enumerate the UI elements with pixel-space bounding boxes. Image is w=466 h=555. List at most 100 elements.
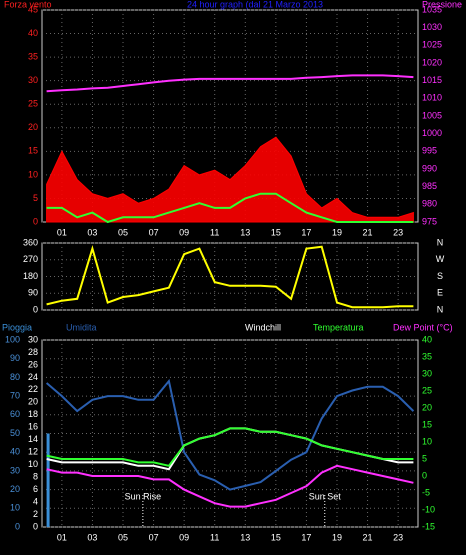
y2-tick-label: 985 xyxy=(422,181,437,191)
x-tick-label: 09 xyxy=(179,532,189,542)
y2-tick-label: N xyxy=(437,304,444,314)
x-tick-label: 19 xyxy=(332,532,342,542)
y-tick-label: 10 xyxy=(10,503,20,513)
y2-tick-label: 30 xyxy=(422,368,432,378)
y-tick-label: 0 xyxy=(15,521,20,531)
x-tick-label: 07 xyxy=(149,532,159,542)
y3-tick-label: 28 xyxy=(28,347,38,357)
line xyxy=(46,427,414,467)
y-tick-label: 80 xyxy=(10,372,20,382)
x-tick-label: 03 xyxy=(87,532,97,542)
y-tick-label: 0 xyxy=(33,216,38,226)
x-tick-label: 01 xyxy=(57,532,67,542)
line xyxy=(46,192,414,224)
legend-entry: Umidita xyxy=(66,322,97,332)
y2-tick-label: 1030 xyxy=(422,22,442,32)
y-tick-label: 60 xyxy=(10,409,20,419)
y2-tick-label: -10 xyxy=(422,504,435,514)
x-tick-label: 01 xyxy=(57,227,67,237)
y-tick-label: 90 xyxy=(10,353,20,363)
y3-tick-label: 16 xyxy=(28,422,38,432)
y2-tick-label: 10 xyxy=(422,436,432,446)
line xyxy=(46,245,414,309)
y3-tick-label: 2 xyxy=(33,509,38,519)
x-tick-label: 05 xyxy=(118,532,128,542)
y3-tick-label: 18 xyxy=(28,409,38,419)
line xyxy=(46,464,414,508)
annotation: Sun Rise xyxy=(125,491,162,501)
y2-tick-label: -15 xyxy=(422,521,435,531)
x-tick-label: 21 xyxy=(363,532,373,542)
y-tick-label: 5 xyxy=(33,193,38,203)
x-tick-label: 09 xyxy=(179,227,189,237)
y2-tick-label: 20 xyxy=(422,402,432,412)
x-tick-label: 13 xyxy=(240,532,250,542)
y3-tick-label: 4 xyxy=(33,496,38,506)
y-tick-label: 40 xyxy=(28,28,38,38)
y-tick-label: 25 xyxy=(28,99,38,109)
y2-tick-label: E xyxy=(437,288,443,298)
y2-tick-label: 1000 xyxy=(422,128,442,138)
y3-tick-label: 0 xyxy=(33,521,38,531)
y2-tick-label: 1020 xyxy=(422,57,442,67)
y-tick-label: 360 xyxy=(23,237,38,247)
y-tick-label: 35 xyxy=(28,51,38,61)
x-tick-label: 11 xyxy=(210,532,219,542)
y3-tick-label: 30 xyxy=(28,334,38,344)
chart-title: 24 hour graph (dal 21 Marzo 2013 xyxy=(187,0,323,9)
x-tick-label: 13 xyxy=(240,227,250,237)
x-tick-label: 21 xyxy=(363,227,373,237)
x-tick-label: 05 xyxy=(118,227,128,237)
y-tick-label: 10 xyxy=(28,169,38,179)
line xyxy=(45,378,415,491)
y2-tick-label: 0 xyxy=(422,470,427,480)
y3-tick-label: 10 xyxy=(28,459,38,469)
line xyxy=(46,427,414,471)
y2-tick-label: 5 xyxy=(422,453,427,463)
y2-tick-label: 990 xyxy=(422,163,437,173)
x-tick-label: 07 xyxy=(149,227,159,237)
y2-axis-label: Pressione xyxy=(422,0,462,9)
x-tick-label: 23 xyxy=(393,532,403,542)
y-tick-label: 0 xyxy=(33,304,38,314)
x-tick-label: 23 xyxy=(393,227,403,237)
y3-tick-label: 20 xyxy=(28,397,38,407)
x-tick-label: 19 xyxy=(332,227,342,237)
rain-bar xyxy=(46,433,50,527)
y3-tick-label: 6 xyxy=(33,484,38,494)
y3-tick-label: 14 xyxy=(28,434,38,444)
y2-tick-label: 25 xyxy=(422,385,432,395)
y-tick-label: 100 xyxy=(5,334,20,344)
y2-tick-label: 1035 xyxy=(422,4,442,14)
y-tick-label: 20 xyxy=(10,484,20,494)
y2-tick-label: 1005 xyxy=(422,110,442,120)
area xyxy=(46,136,414,223)
y3-tick-label: 26 xyxy=(28,359,38,369)
legend-entry: Temperatura xyxy=(313,322,364,332)
legend-entry: Pioggia xyxy=(2,322,32,332)
y2-tick-label: 975 xyxy=(422,216,437,226)
y-tick-label: 30 xyxy=(28,75,38,85)
y2-tick-label: S xyxy=(437,271,443,281)
y3-tick-label: 22 xyxy=(28,384,38,394)
y-tick-label: 20 xyxy=(28,122,38,132)
y2-tick-label: N xyxy=(437,237,444,247)
y-tick-label: 45 xyxy=(28,4,38,14)
y2-tick-label: 15 xyxy=(422,419,432,429)
y2-tick-label: 995 xyxy=(422,146,437,156)
y-tick-label: 180 xyxy=(23,271,38,281)
line xyxy=(46,74,414,93)
legend-entry: Dew Point (°C) xyxy=(393,322,453,332)
y-tick-label: 50 xyxy=(10,428,20,438)
x-tick-label: 15 xyxy=(271,227,281,237)
y2-tick-label: 35 xyxy=(422,351,432,361)
legend-entry: Windchill xyxy=(245,322,281,332)
y-tick-label: 40 xyxy=(10,447,20,457)
x-tick-label: 17 xyxy=(301,227,311,237)
y2-tick-label: 1015 xyxy=(422,75,442,85)
y2-tick-label: 1025 xyxy=(422,40,442,50)
x-tick-label: 11 xyxy=(210,227,219,237)
x-tick-label: 17 xyxy=(301,532,311,542)
y-axis-label: Forza vento xyxy=(4,0,52,9)
